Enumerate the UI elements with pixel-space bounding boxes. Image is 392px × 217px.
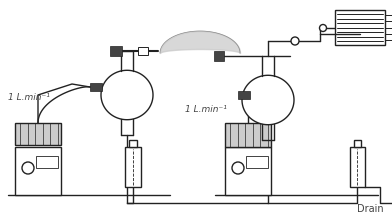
Bar bbox=[129, 140, 137, 147]
Bar bbox=[246, 156, 268, 168]
Bar bbox=[335, 10, 385, 45]
Bar bbox=[36, 156, 58, 168]
Circle shape bbox=[232, 162, 244, 174]
Bar bbox=[90, 83, 102, 91]
Circle shape bbox=[22, 162, 34, 174]
Bar bbox=[225, 147, 271, 195]
Text: Drain: Drain bbox=[357, 204, 383, 214]
Circle shape bbox=[291, 37, 299, 45]
Text: 1 L.min⁻¹: 1 L.min⁻¹ bbox=[8, 92, 50, 102]
Polygon shape bbox=[101, 70, 153, 120]
Text: 1 L.min⁻¹: 1 L.min⁻¹ bbox=[185, 105, 227, 115]
Bar bbox=[15, 123, 61, 145]
Circle shape bbox=[319, 25, 327, 31]
Bar bbox=[354, 140, 361, 147]
Bar bbox=[225, 123, 271, 147]
Bar bbox=[214, 51, 224, 61]
Bar bbox=[110, 46, 122, 56]
Bar bbox=[125, 147, 141, 187]
Bar bbox=[238, 91, 250, 99]
Bar bbox=[138, 47, 148, 55]
Polygon shape bbox=[242, 75, 294, 125]
Bar bbox=[350, 147, 365, 187]
Bar bbox=[15, 147, 61, 195]
